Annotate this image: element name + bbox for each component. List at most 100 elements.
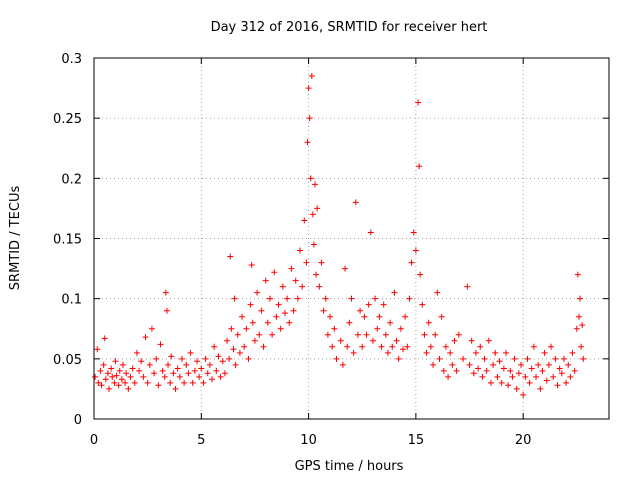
y-tick-label: 0.2 (61, 172, 82, 187)
data-point (460, 355, 467, 362)
data-point (367, 229, 374, 236)
data-point (102, 376, 109, 383)
data-point (554, 382, 561, 389)
data-point (498, 379, 505, 386)
data-point (548, 343, 555, 350)
data-point (146, 361, 153, 368)
data-point (421, 331, 428, 338)
axis-ticks (93, 57, 609, 420)
data-point (550, 373, 557, 380)
data-point (294, 295, 301, 302)
y-tick-label: 0 (74, 413, 82, 428)
data-point (357, 307, 364, 314)
data-point (327, 313, 334, 320)
data-point (565, 361, 572, 368)
data-point (168, 353, 175, 360)
data-point (100, 361, 107, 368)
data-point (372, 295, 379, 302)
data-point (528, 365, 535, 372)
data-point (241, 343, 248, 350)
data-point (307, 175, 314, 182)
data-point (485, 337, 492, 344)
data-point (430, 361, 437, 368)
data-point (442, 343, 449, 350)
data-point (535, 361, 542, 368)
data-point (204, 370, 211, 377)
data-point (359, 343, 366, 350)
data-point (159, 367, 166, 374)
data-point (494, 373, 501, 380)
data-point (563, 379, 570, 386)
data-point (417, 271, 424, 278)
data-point (449, 361, 456, 368)
data-point (346, 319, 353, 326)
data-point (202, 355, 209, 362)
x-tick-label: 15 (408, 433, 425, 448)
x-tick-label: 0 (90, 433, 98, 448)
y-tick-label: 0.3 (61, 52, 82, 67)
data-point (580, 355, 587, 362)
data-point (337, 337, 344, 344)
data-point (170, 370, 177, 377)
data-point (151, 370, 158, 377)
data-point (172, 385, 179, 392)
data-point (380, 301, 387, 308)
data-point (194, 358, 200, 365)
data-point (206, 361, 213, 368)
data-point (191, 367, 198, 374)
data-point (369, 337, 376, 344)
data-point (352, 199, 359, 206)
data-point (545, 361, 552, 368)
data-point (92, 373, 99, 380)
data-point (487, 379, 494, 386)
data-point (94, 346, 101, 353)
data-point (579, 322, 586, 329)
data-point (363, 331, 370, 338)
data-point (277, 325, 284, 332)
y-tick-label: 0.1 (61, 293, 82, 308)
data-point (451, 337, 458, 344)
data-point (518, 361, 525, 368)
data-point (271, 269, 278, 276)
data-point (264, 319, 271, 326)
data-point (108, 365, 115, 372)
y-tick-label: 0.25 (53, 112, 82, 127)
data-point (477, 343, 484, 350)
data-point (447, 349, 454, 356)
data-point (354, 331, 361, 338)
x-tick-label: 5 (197, 433, 205, 448)
data-point (322, 295, 329, 302)
data-point (181, 379, 188, 386)
data-point (230, 346, 237, 353)
data-point (127, 373, 134, 380)
data-point (361, 313, 368, 320)
data-point (297, 247, 303, 254)
data-point (286, 319, 293, 326)
data-point (304, 139, 311, 146)
data-point (98, 382, 105, 389)
data-point (320, 307, 327, 314)
data-point (453, 367, 460, 374)
data-point (350, 349, 357, 356)
data-point (174, 365, 181, 372)
x-axis-label: GPS time / hours (295, 459, 404, 474)
data-point (95, 379, 102, 386)
data-point (101, 335, 108, 342)
data-point (303, 259, 310, 266)
data-point (558, 370, 565, 377)
data-point (187, 349, 194, 356)
data-point (455, 331, 462, 338)
data-point (329, 343, 336, 350)
data-point (509, 373, 516, 380)
data-point (116, 367, 123, 374)
data-point (524, 355, 531, 362)
data-point (511, 355, 518, 362)
data-point (391, 289, 398, 296)
data-point (533, 373, 540, 380)
data-point (136, 367, 143, 374)
data-point (419, 301, 426, 308)
data-point (552, 355, 559, 362)
data-point (111, 379, 118, 386)
data-point (224, 337, 231, 344)
